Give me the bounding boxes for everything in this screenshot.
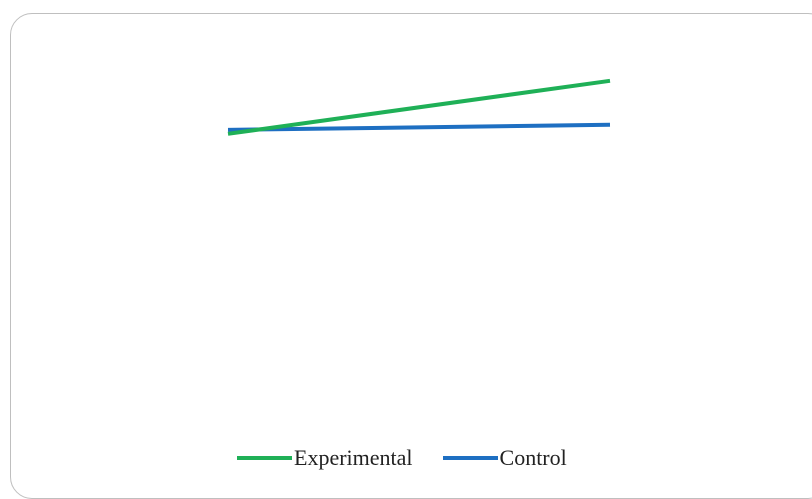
- series-line-experimental: [227, 78, 611, 136]
- legend-label-experimental: Experimental: [294, 445, 413, 470]
- legend-swatch-control: [442, 456, 498, 460]
- legend-item-experimental: Experimental: [237, 445, 413, 471]
- chart-frame: [10, 13, 812, 499]
- legend-swatch-experimental: [237, 456, 292, 460]
- series-line-control: [227, 122, 611, 132]
- line-chart: [227, 78, 611, 136]
- legend-label-control: Control: [499, 445, 567, 470]
- legend-item-control: Control: [442, 445, 567, 471]
- chart-legend: Experimental Control: [237, 443, 597, 473]
